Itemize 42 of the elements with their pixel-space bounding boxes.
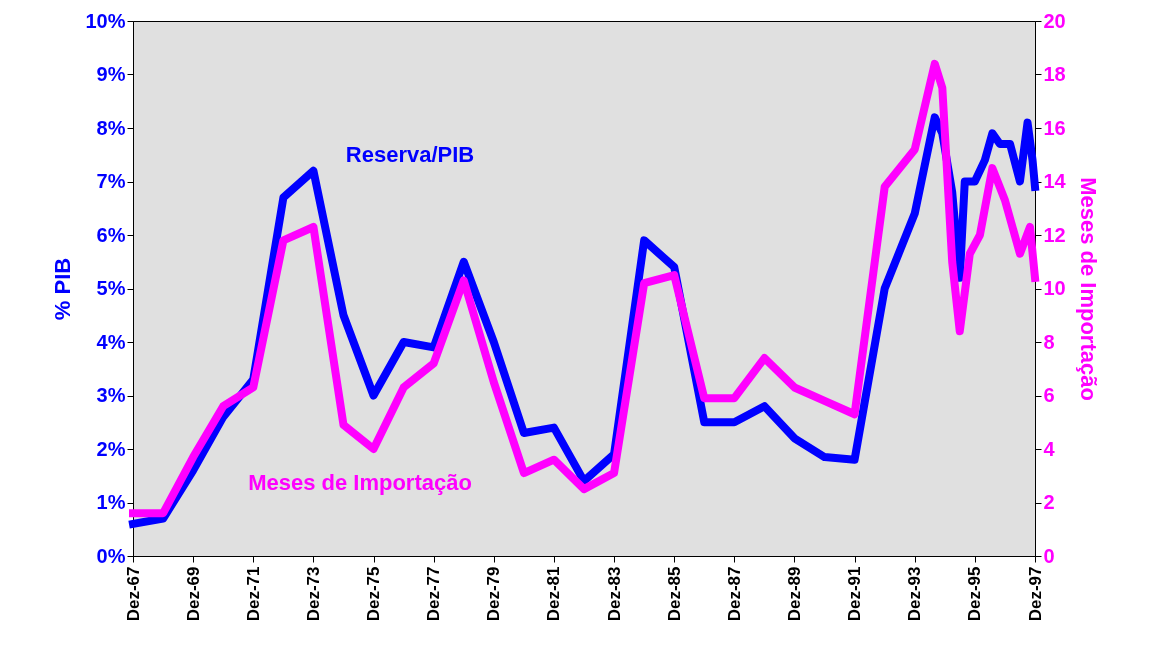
y2-axis-title: Meses de Importação: [1075, 177, 1101, 401]
y-tick-label: 5%: [96, 277, 126, 299]
x-tick-label: Dez-91: [845, 566, 865, 622]
y2-tick-label: 12: [1043, 223, 1066, 246]
y-tick-label: 7%: [96, 170, 126, 192]
x-tick-label: Dez-73: [303, 566, 323, 622]
y2-tick-label: 20: [1043, 9, 1066, 32]
y-tick-label: 0%: [96, 544, 126, 567]
y2-tick-label: 8: [1043, 330, 1055, 353]
y2-tick-label: 16: [1043, 116, 1066, 139]
y2-tick-label: 2: [1043, 491, 1055, 513]
y-tick-label: 2%: [96, 437, 126, 460]
x-tick-label: Dez-67: [123, 566, 143, 622]
x-tick-label: Dez-85: [664, 566, 684, 622]
y-tick-label: 10%: [85, 9, 126, 32]
series-label: Reserva/PIB: [345, 142, 475, 167]
x-tick-label: Dez-83: [604, 566, 624, 622]
y2-tick-label: 4: [1043, 437, 1056, 460]
x-tick-label: Dez-87: [724, 566, 744, 622]
y-tick-label: 9%: [96, 63, 126, 85]
y-tick-label: 8%: [96, 116, 126, 139]
y2-tick-label: 0: [1043, 544, 1055, 567]
y2-tick-label: 18: [1043, 63, 1066, 85]
x-tick-label: Dez-89: [784, 566, 804, 622]
x-tick-label: Dez-75: [364, 566, 384, 622]
y-tick-label: 4%: [96, 330, 126, 353]
x-tick-label: Dez-93: [905, 566, 925, 622]
y-tick-label: 6%: [96, 223, 126, 246]
x-tick-label: Dez-95: [965, 566, 985, 622]
y2-tick-label: 14: [1043, 170, 1067, 192]
x-tick-label: Dez-81: [544, 566, 564, 622]
series-label: Meses de Importação: [248, 470, 472, 495]
x-tick-label: Dez-77: [424, 566, 444, 622]
x-tick-label: Dez-79: [484, 566, 504, 622]
y-axis-title: % PIB: [50, 257, 76, 321]
y2-tick-label: 6: [1043, 384, 1055, 406]
x-tick-label: Dez-97: [1025, 566, 1045, 622]
x-tick-label: Dez-71: [243, 566, 263, 622]
y-tick-label: 1%: [96, 491, 126, 513]
y-tick-label: 3%: [96, 384, 126, 406]
x-tick-label: Dez-69: [183, 566, 203, 622]
y2-tick-label: 10: [1043, 277, 1066, 299]
